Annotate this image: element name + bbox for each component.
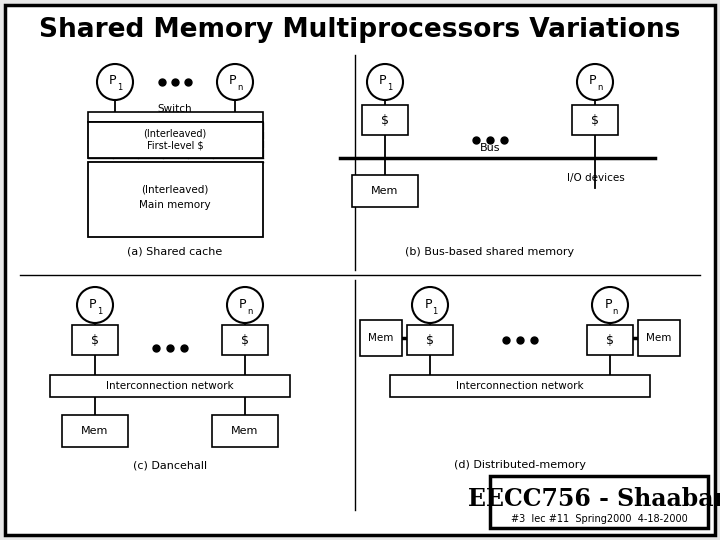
Text: n: n [247,307,253,315]
Bar [638,320,680,356]
Text: P: P [424,298,432,310]
Text: #3  lec #11  Spring2000  4-18-2000: #3 lec #11 Spring2000 4-18-2000 [510,514,688,524]
Bar [222,325,268,355]
Text: P: P [109,75,117,87]
Bar [88,162,263,237]
Text: 1: 1 [433,307,438,315]
Bar [88,112,263,122]
Circle shape [227,287,263,323]
Text: $: $ [606,334,614,347]
Text: n: n [598,84,603,92]
Bar [360,320,402,356]
Circle shape [592,287,628,323]
Text: Mem: Mem [231,426,258,436]
Text: P: P [229,75,237,87]
Circle shape [412,287,448,323]
Text: $: $ [591,113,599,126]
Text: Switch: Switch [158,104,192,114]
Text: (d) Distributed-memory: (d) Distributed-memory [454,460,586,470]
Bar [88,131,263,139]
Text: $: $ [426,334,434,347]
Circle shape [77,287,113,323]
Bar [88,149,263,157]
Text: (a) Shared cache: (a) Shared cache [127,247,222,257]
Bar [490,476,708,528]
Bar [352,175,418,207]
Text: 1: 1 [117,84,122,92]
Text: n: n [238,84,243,92]
Text: P: P [604,298,612,310]
Text: Interconnection network: Interconnection network [456,381,584,391]
Text: Mem: Mem [369,333,394,343]
Text: (Interleaved): (Interleaved) [141,185,209,195]
Text: EECC756 - Shaaban: EECC756 - Shaaban [468,487,720,511]
Text: First-level $: First-level $ [147,141,203,151]
Text: (c) Dancehall: (c) Dancehall [133,460,207,470]
Bar [88,140,263,148]
Circle shape [97,64,133,100]
Text: Mem: Mem [81,426,109,436]
Text: P: P [89,298,96,310]
Text: Mem: Mem [647,333,672,343]
Text: Shared Memory Multiprocessors Variations: Shared Memory Multiprocessors Variations [40,17,680,43]
Text: Bus: Bus [480,143,500,153]
Bar [587,325,633,355]
Text: Interconnection network: Interconnection network [106,381,234,391]
Text: n: n [612,307,618,315]
Text: $: $ [381,113,389,126]
Text: Main memory: Main memory [139,200,211,210]
Circle shape [367,64,403,100]
Text: $: $ [91,334,99,347]
Text: 1: 1 [97,307,103,315]
Text: $: $ [241,334,249,347]
Text: P: P [589,75,597,87]
Text: (Interleaved): (Interleaved) [143,129,207,139]
Bar [407,325,453,355]
Text: (b) Bus-based shared memory: (b) Bus-based shared memory [405,247,575,257]
Bar [50,375,290,397]
Text: P: P [239,298,247,310]
Bar [390,375,650,397]
Circle shape [217,64,253,100]
Bar [72,325,118,355]
Circle shape [577,64,613,100]
Text: Mem: Mem [372,186,399,196]
Bar [212,415,278,447]
Bar [362,105,408,135]
Text: I/O devices: I/O devices [567,173,625,183]
Text: 1: 1 [387,84,392,92]
Bar [88,122,263,158]
Text: P: P [379,75,387,87]
Bar [62,415,128,447]
Bar [572,105,618,135]
Bar [88,122,263,130]
